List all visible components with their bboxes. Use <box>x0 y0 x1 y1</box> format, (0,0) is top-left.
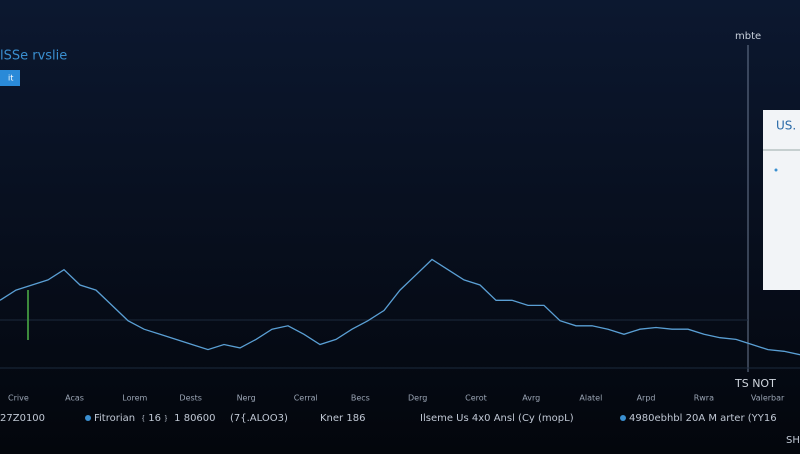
x-tick-label: Lorem <box>122 394 147 403</box>
footer-item: 4980ebhbl 20A M arter (YY16 <box>629 413 777 424</box>
app-title: lSSe rvslie <box>0 49 67 64</box>
x-tick-label: Dests <box>179 394 202 403</box>
corner-label: SH <box>786 435 800 446</box>
x-tick-label: Avrg <box>522 394 540 403</box>
x-tick-label: Crive <box>8 394 29 403</box>
x-tick-label: Arpd <box>637 394 656 403</box>
footer-item: Ilseme Us 4x0 Ansl (Cy (mopL) <box>420 413 574 424</box>
x-tick-label: Cerral <box>294 394 318 403</box>
bullet <box>620 415 626 421</box>
footer-item: Fitrorian ﹛16﹜ 1 80600 <box>94 413 216 424</box>
button-label[interactable]: it <box>8 74 13 83</box>
footer-item: 27Z0100 <box>0 413 45 424</box>
footer-item: (7{.ALOO3) <box>230 413 288 424</box>
panel-title: US. N <box>776 119 800 133</box>
x-tick-label: Derg <box>408 394 427 403</box>
marker-label: TS NOT <box>734 377 776 390</box>
footer-item: Kner 186 <box>320 413 365 424</box>
x-tick-label: Valerbar <box>751 394 785 403</box>
panel-dot <box>774 168 778 172</box>
x-tick-label: Acas <box>65 394 84 403</box>
x-tick-label: Becs <box>351 394 370 403</box>
bullet <box>85 415 91 421</box>
x-tick-label: Nerg <box>237 394 256 403</box>
info-panel <box>763 110 800 290</box>
x-tick-label: Alatel <box>579 394 602 403</box>
top-label: mbte <box>735 31 761 42</box>
x-tick-label: Rwra <box>694 394 714 403</box>
button[interactable] <box>0 70 20 86</box>
price-line <box>0 258 800 356</box>
x-tick-label: Cerot <box>465 394 487 403</box>
